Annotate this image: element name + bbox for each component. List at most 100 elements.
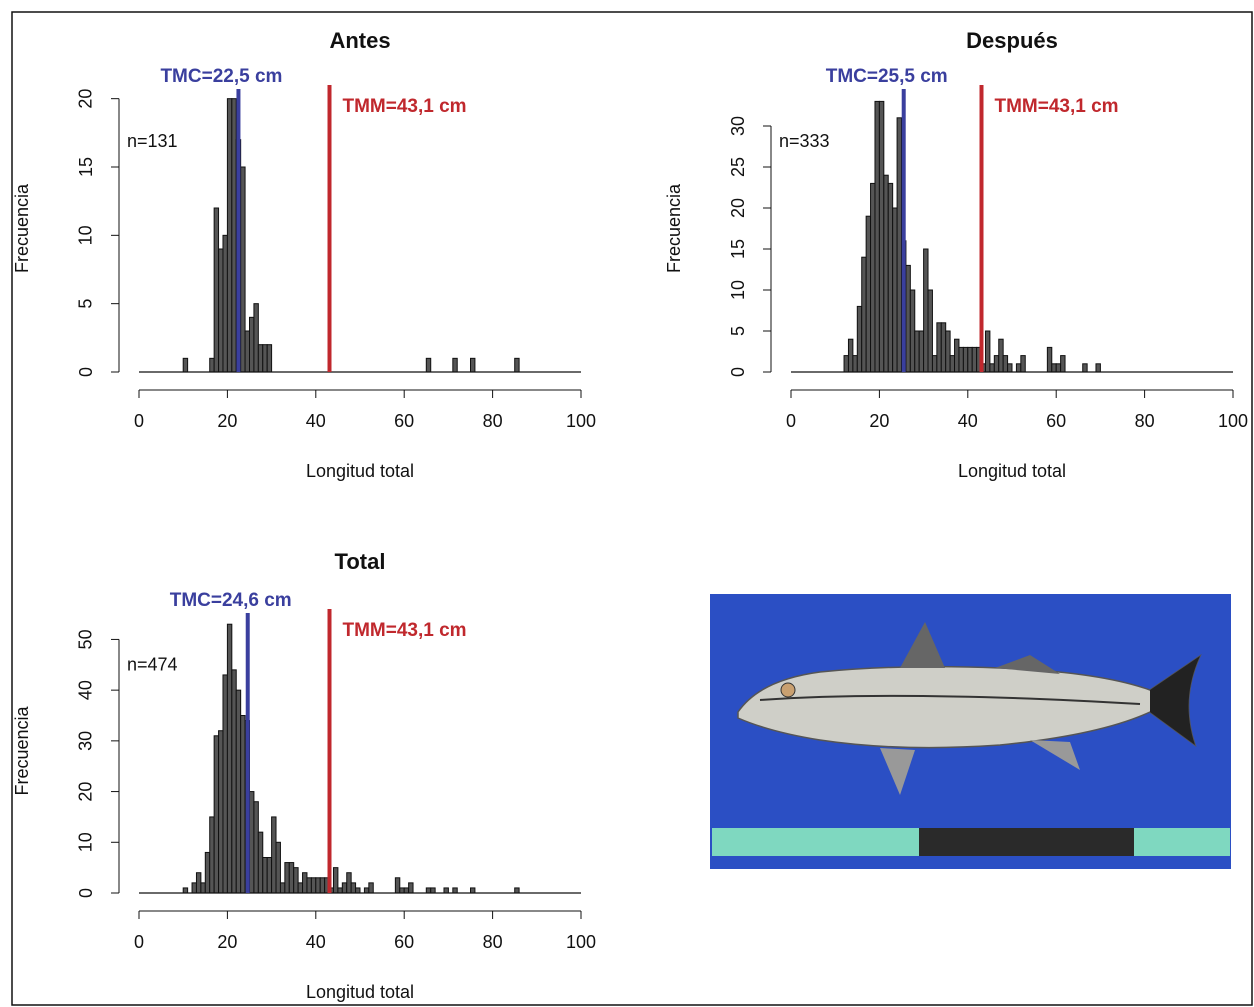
bar bbox=[470, 357, 476, 373]
bar bbox=[443, 887, 449, 894]
bar bbox=[452, 887, 458, 894]
fish-eye bbox=[780, 682, 796, 698]
bar bbox=[288, 862, 295, 894]
x-tick-label: 0 bbox=[786, 411, 796, 431]
bar bbox=[213, 735, 220, 894]
bar bbox=[847, 338, 854, 373]
x-tick-label: 60 bbox=[1046, 411, 1066, 431]
bar bbox=[971, 346, 978, 373]
bar bbox=[984, 330, 991, 373]
bar bbox=[350, 882, 357, 894]
bar bbox=[905, 264, 911, 373]
tmm-label: TMM=43,1 cm bbox=[343, 620, 467, 641]
bar bbox=[249, 791, 255, 894]
bar bbox=[865, 215, 872, 373]
bar bbox=[218, 248, 224, 373]
y-tick-label: 20 bbox=[76, 782, 96, 802]
bar bbox=[337, 887, 343, 894]
x-axis-label: Longitud total bbox=[306, 982, 414, 1002]
frame bbox=[11, 11, 1253, 1006]
y-tick-label: 20 bbox=[728, 198, 748, 218]
tmm-label: TMM=43,1 cm bbox=[343, 96, 467, 117]
bar bbox=[235, 689, 242, 894]
bar bbox=[949, 355, 956, 373]
bar bbox=[182, 887, 189, 894]
bar bbox=[293, 867, 299, 894]
bar bbox=[962, 346, 969, 373]
bar bbox=[319, 877, 326, 894]
y-tick-label: 0 bbox=[76, 888, 96, 898]
bar bbox=[1007, 363, 1013, 373]
bar bbox=[843, 355, 849, 373]
bar bbox=[222, 234, 228, 373]
bar bbox=[306, 877, 312, 894]
bar bbox=[923, 248, 929, 373]
x-tick-label: 80 bbox=[1135, 411, 1155, 431]
y-tick-label: 10 bbox=[728, 280, 748, 300]
x-tick-label: 40 bbox=[306, 932, 326, 952]
bar bbox=[1002, 355, 1009, 373]
x-tick-label: 40 bbox=[958, 411, 978, 431]
bar bbox=[240, 166, 246, 373]
x-tick-label: 100 bbox=[1218, 411, 1248, 431]
bar bbox=[883, 174, 889, 373]
y-tick-label: 0 bbox=[728, 367, 748, 377]
y-tick-label: 50 bbox=[76, 629, 96, 649]
bar bbox=[514, 887, 520, 894]
x-tick-label: 20 bbox=[869, 411, 889, 431]
bar bbox=[870, 182, 876, 373]
bar bbox=[1051, 363, 1057, 373]
y-tick-label: 30 bbox=[728, 116, 748, 136]
y-tick-label: 15 bbox=[728, 239, 748, 259]
x-tick-label: 100 bbox=[566, 932, 596, 952]
bar bbox=[1095, 363, 1101, 373]
tmc-label: TMC=22,5 cm bbox=[160, 66, 282, 87]
tape bbox=[712, 828, 919, 856]
x-tick-label: 0 bbox=[134, 411, 144, 431]
bar bbox=[182, 357, 189, 373]
bar bbox=[266, 344, 273, 373]
bar bbox=[993, 355, 1000, 373]
bar bbox=[425, 357, 432, 373]
tape bbox=[1134, 828, 1230, 856]
histogram-panel: Después 0 20 40 60 80 100 Longitud total 0 5 10 15 2… bbox=[664, 28, 1248, 481]
bar bbox=[1015, 363, 1022, 373]
bar bbox=[231, 669, 237, 894]
bar bbox=[226, 98, 233, 373]
fish-fin bbox=[880, 740, 1080, 795]
bar bbox=[346, 872, 352, 894]
bar bbox=[918, 330, 925, 373]
y-tick-label: 15 bbox=[76, 157, 96, 177]
bar bbox=[240, 715, 246, 894]
x-tick-label: 20 bbox=[217, 411, 237, 431]
bar bbox=[266, 857, 273, 894]
tmc-label: TMC=25,5 cm bbox=[826, 66, 948, 87]
bar bbox=[896, 117, 903, 373]
bar bbox=[430, 887, 436, 894]
bar bbox=[244, 330, 251, 373]
bar bbox=[368, 882, 374, 894]
bar bbox=[425, 887, 432, 894]
bar bbox=[931, 355, 938, 373]
bar bbox=[363, 887, 370, 894]
y-tick-label: 30 bbox=[76, 731, 96, 751]
bar bbox=[1020, 355, 1026, 373]
fish-tail bbox=[1150, 656, 1200, 745]
bar bbox=[927, 289, 933, 373]
x-tick-label: 40 bbox=[306, 411, 326, 431]
bar bbox=[936, 322, 942, 373]
bar bbox=[226, 623, 233, 894]
bar bbox=[222, 674, 228, 894]
bar bbox=[399, 887, 405, 894]
bar bbox=[878, 100, 885, 373]
fish-body bbox=[737, 653, 1202, 749]
bar bbox=[218, 730, 224, 894]
bar bbox=[1046, 346, 1053, 373]
bar bbox=[874, 100, 880, 373]
histogram-panel: Antes 0 20 40 60 80 100 Longitud total 0 5 10 15 20 F… bbox=[12, 28, 596, 481]
bar bbox=[394, 877, 401, 894]
bar bbox=[852, 355, 858, 373]
tmm-label: TMM=43,1 cm bbox=[995, 96, 1119, 117]
bar bbox=[262, 344, 268, 373]
